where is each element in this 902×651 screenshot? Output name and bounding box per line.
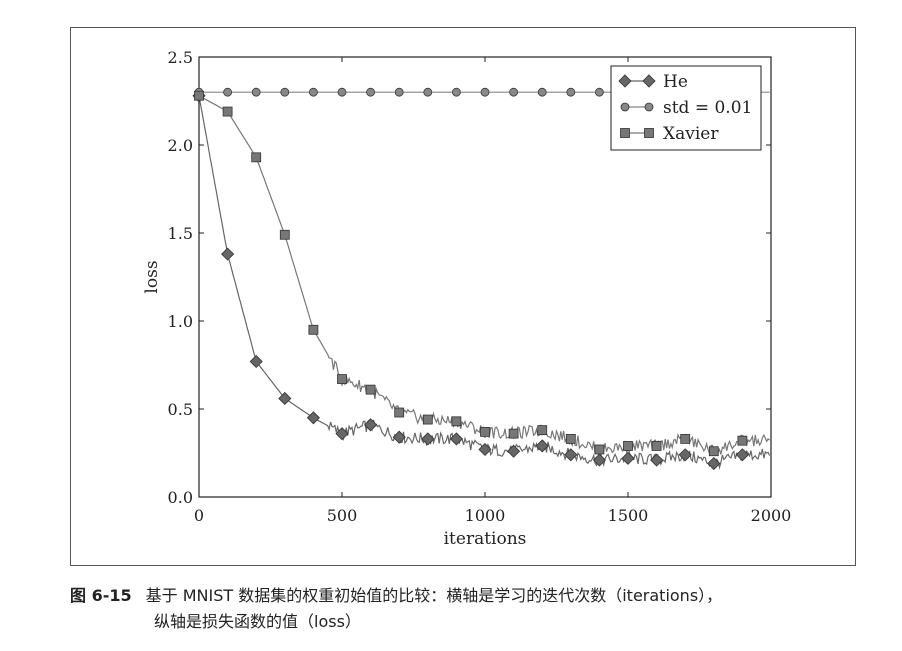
marker-he — [592, 453, 606, 467]
y-tick-label: 2.0 — [168, 136, 193, 155]
y-tick-label: 0.0 — [168, 488, 193, 507]
marker-xavier — [680, 434, 691, 444]
marker-he — [478, 442, 492, 457]
marker-he — [535, 439, 549, 453]
loss-chart: 0 500 1000 1500 2000 0.0 0.5 1.0 1.5 2.0 2.5 iterat… — [142, 48, 792, 549]
y-tick-label: 1.5 — [168, 224, 193, 243]
marker-std-0-01 — [337, 87, 347, 97]
y-tick-label: 2.5 — [168, 48, 193, 67]
marker-xavier — [365, 384, 376, 395]
marker-std-0-01 — [423, 87, 433, 97]
marker-xavier — [508, 428, 519, 439]
marker-xavier — [451, 416, 462, 427]
marker-he — [421, 432, 435, 446]
marker-he — [249, 354, 263, 369]
legend-marker-he — [618, 74, 632, 88]
figure-number: 图 6-15 — [70, 586, 132, 605]
marker-xavier — [651, 441, 662, 451]
caption-line-2: 纵轴是损失函数的值（loss） — [154, 612, 361, 631]
marker-std-0-01 — [480, 87, 490, 97]
legend-marker-he — [642, 74, 656, 88]
marker-xavier — [194, 90, 204, 101]
marker-xavier — [422, 414, 433, 425]
marker-he — [364, 418, 378, 432]
y-tick-label: 0.5 — [168, 400, 193, 419]
marker-xavier — [623, 441, 633, 451]
marker-std-0-01 — [308, 87, 318, 97]
legend-marker-std-0-01 — [620, 102, 630, 112]
marker-he — [306, 411, 320, 425]
marker-he — [221, 247, 235, 261]
marker-xavier — [480, 426, 490, 437]
x-tick-label: 1000 — [465, 506, 506, 525]
marker-std-0-01 — [223, 87, 233, 97]
marker-he — [650, 453, 664, 467]
marker-xavier — [708, 446, 719, 457]
x-axis-label: iterations — [444, 529, 527, 549]
line-he — [198, 95, 771, 470]
marker-xavier — [337, 374, 347, 384]
marker-xavier — [394, 407, 405, 418]
marker-he — [449, 432, 463, 446]
marker-xavier — [537, 425, 548, 436]
marker-xavier — [222, 106, 233, 117]
legend-label-he: He — [663, 72, 688, 92]
y-tick-label: 1.0 — [168, 312, 193, 331]
marker-std-0-01 — [451, 87, 461, 97]
marker-he — [735, 448, 749, 462]
marker-xavier — [279, 229, 290, 240]
marker-he — [278, 391, 292, 406]
marker-std-0-01 — [366, 87, 376, 97]
marker-he — [335, 427, 349, 441]
marker-he — [678, 448, 692, 462]
marker-xavier — [594, 444, 605, 455]
marker-xavier — [565, 434, 576, 444]
x-tick-label: 500 — [327, 506, 358, 525]
caption-line-1: 基于 MNIST 数据集的权重初始值的比较：横轴是学习的迭代次数（iterati… — [145, 586, 723, 605]
marker-he — [507, 444, 521, 458]
legend-marker-std-0-01 — [644, 102, 654, 112]
legend-marker-xavier — [644, 128, 654, 138]
marker-std-0-01 — [537, 87, 547, 97]
marker-std-0-01 — [394, 87, 404, 97]
marker-he — [392, 430, 406, 444]
marker-he — [707, 456, 721, 471]
legend-label-xavier: Xavier — [663, 124, 719, 144]
marker-std-0-01 — [509, 87, 519, 97]
figure-caption: 图 6-15 基于 MNIST 数据集的权重初始值的比较：横轴是学习的迭代次数（i… — [70, 583, 870, 635]
marker-std-0-01 — [566, 87, 576, 97]
marker-he — [564, 448, 578, 462]
legend-marker-xavier — [620, 128, 630, 138]
marker-xavier — [308, 324, 319, 335]
x-tick-label: 0 — [194, 506, 204, 525]
marker-std-0-01 — [280, 87, 290, 97]
x-tick-label: 1500 — [608, 506, 649, 525]
marker-std-0-01 — [251, 87, 261, 97]
marker-xavier — [737, 435, 748, 446]
legend-box — [610, 65, 762, 151]
figure-frame: 0 500 1000 1500 2000 0.0 0.5 1.0 1.5 2.0 2.5 iterat… — [70, 27, 856, 566]
marker-xavier — [251, 152, 262, 163]
marker-std-0-01 — [595, 87, 604, 97]
legend-label-std-0-01: std = 0.01 — [663, 98, 752, 118]
marker-he — [621, 451, 635, 465]
x-tick-label: 2000 — [751, 506, 792, 525]
y-axis-label: loss — [142, 260, 162, 293]
